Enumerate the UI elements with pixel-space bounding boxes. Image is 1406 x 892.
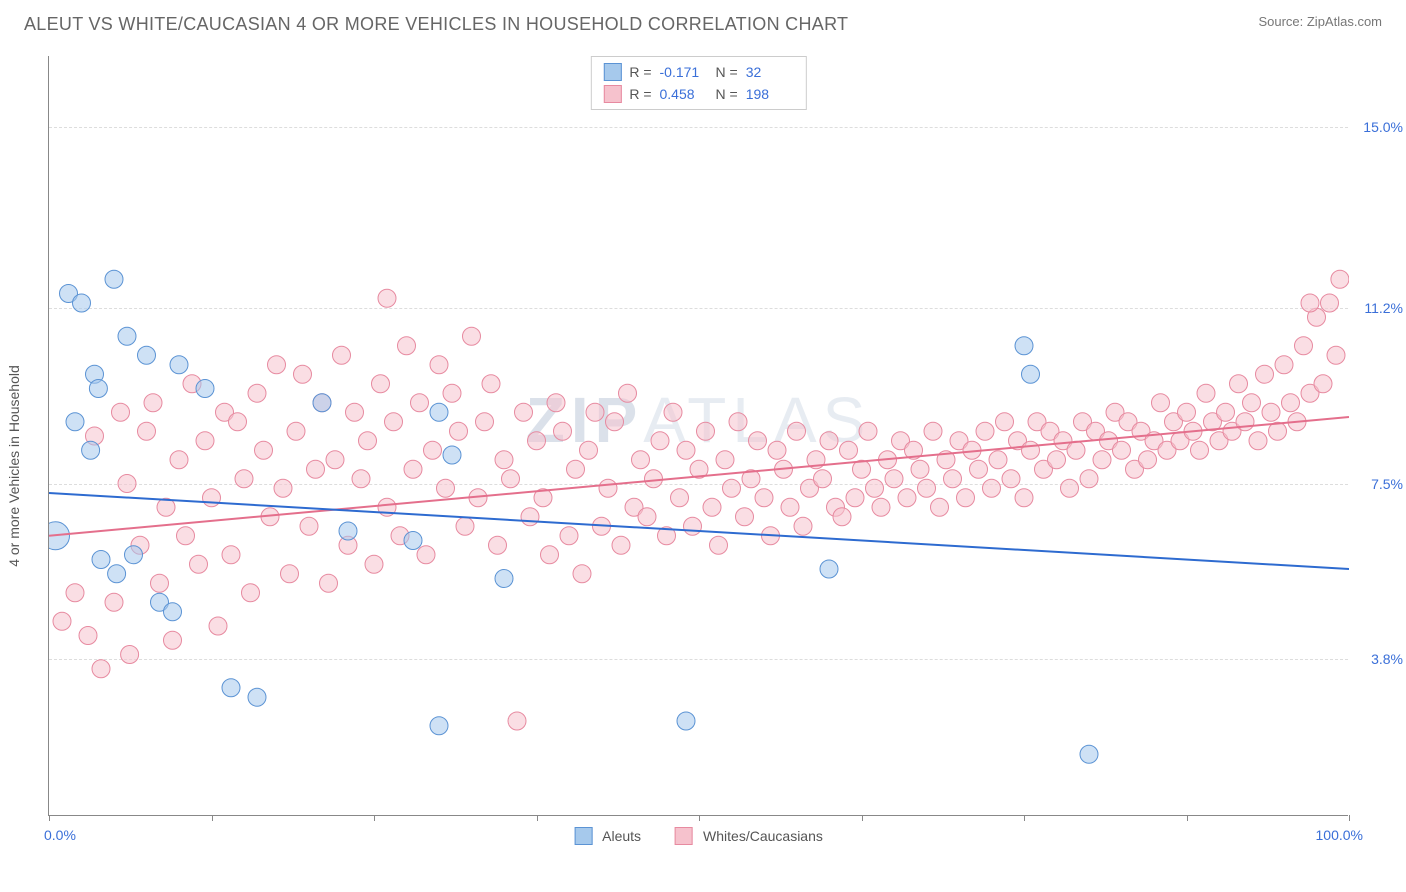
legend-series-label: Aleuts	[602, 828, 641, 844]
gridline	[49, 659, 1348, 660]
legend-row-aleuts: R = -0.171 N = 32	[603, 61, 793, 83]
legend-n-label: N =	[716, 64, 738, 80]
trend-lines-layer	[49, 56, 1349, 816]
legend-series: Aleuts Whites/Caucasians	[574, 827, 823, 845]
chart-container: 4 or more Vehicles in Household ZIPATLAS…	[0, 46, 1406, 892]
gridline	[49, 308, 1348, 309]
x-tick	[212, 815, 213, 821]
swatch-blue-icon	[574, 827, 592, 845]
gridline	[49, 127, 1348, 128]
legend-r-label: R =	[629, 86, 651, 102]
x-tick	[537, 815, 538, 821]
legend-correlation-box: R = -0.171 N = 32 R = 0.458 N = 198	[590, 56, 806, 110]
swatch-pink-icon	[675, 827, 693, 845]
y-axis-label: 4 or more Vehicles in Household	[6, 365, 22, 567]
y-tick-label: 11.2%	[1364, 300, 1403, 316]
x-tick	[1024, 815, 1025, 821]
x-tick	[1187, 815, 1188, 821]
legend-row-whites: R = 0.458 N = 198	[603, 83, 793, 105]
x-tick	[699, 815, 700, 821]
y-tick-label: 15.0%	[1363, 119, 1403, 135]
gridline	[49, 484, 1348, 485]
legend-r-label: R =	[629, 64, 651, 80]
x-tick	[862, 815, 863, 821]
legend-n-value: 198	[746, 86, 794, 102]
scatter-points-layer	[49, 56, 1349, 816]
x-axis-min-label: 0.0%	[44, 827, 76, 843]
legend-r-value: -0.171	[660, 64, 708, 80]
x-tick	[374, 815, 375, 821]
y-tick-label: 7.5%	[1371, 476, 1403, 492]
legend-r-value: 0.458	[660, 86, 708, 102]
legend-series-label: Whites/Caucasians	[703, 828, 823, 844]
source-attribution: Source: ZipAtlas.com	[1258, 14, 1382, 29]
swatch-pink-icon	[603, 85, 621, 103]
x-tick	[1349, 815, 1350, 821]
legend-n-value: 32	[746, 64, 794, 80]
watermark-rest: ATLAS	[643, 384, 871, 456]
legend-n-label: N =	[716, 86, 738, 102]
chart-title: ALEUT VS WHITE/CAUCASIAN 4 OR MORE VEHIC…	[24, 14, 848, 35]
x-axis-max-label: 100.0%	[1316, 827, 1363, 843]
plot-area: ZIPATLAS R = -0.171 N = 32 R = 0.458 N =…	[48, 56, 1348, 816]
watermark: ZIPATLAS	[526, 383, 872, 457]
y-tick-label: 3.8%	[1371, 651, 1403, 667]
x-tick	[49, 815, 50, 821]
swatch-blue-icon	[603, 63, 621, 81]
